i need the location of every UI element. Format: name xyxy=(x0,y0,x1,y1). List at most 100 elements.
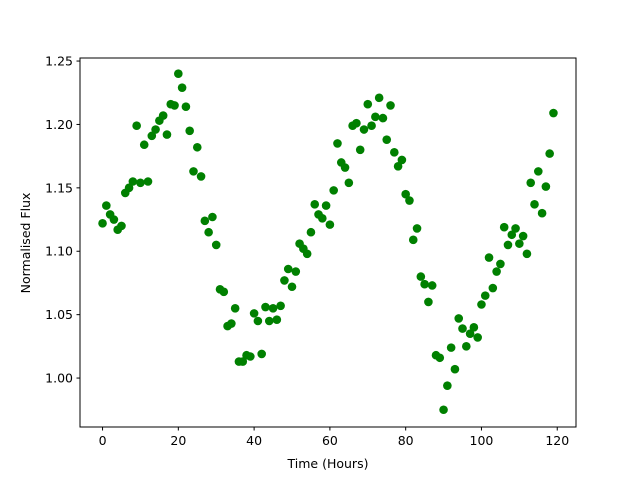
point xyxy=(139,140,149,150)
point xyxy=(420,279,429,289)
y-tick-label: 1.25 xyxy=(45,54,73,69)
point xyxy=(151,125,160,134)
point xyxy=(496,259,505,269)
point xyxy=(253,316,263,326)
x-tick-label: 60 xyxy=(322,433,338,448)
point xyxy=(200,216,210,226)
point xyxy=(526,178,536,188)
point xyxy=(458,324,467,333)
x-tick-label: 100 xyxy=(470,433,494,448)
point xyxy=(98,219,107,228)
point xyxy=(363,99,373,109)
point xyxy=(329,186,338,195)
point xyxy=(424,297,433,307)
point xyxy=(318,213,327,223)
point xyxy=(503,240,513,250)
point xyxy=(488,283,498,293)
point xyxy=(158,111,168,120)
point xyxy=(230,304,240,313)
point xyxy=(162,130,172,139)
point xyxy=(492,267,501,276)
point xyxy=(511,224,520,233)
point xyxy=(136,178,145,188)
point xyxy=(249,309,259,318)
point xyxy=(302,249,312,259)
point xyxy=(272,315,282,325)
point xyxy=(390,148,399,157)
point xyxy=(408,235,418,245)
axes-frame xyxy=(79,57,577,428)
point xyxy=(405,196,414,205)
point xyxy=(192,142,202,152)
point xyxy=(128,177,138,186)
point xyxy=(367,121,376,131)
point xyxy=(147,131,157,141)
point xyxy=(469,323,479,332)
y-axis-label: Normalised Flux xyxy=(18,193,33,294)
point xyxy=(541,182,551,191)
point xyxy=(291,267,301,276)
point xyxy=(227,319,236,328)
point xyxy=(211,240,221,250)
point xyxy=(132,121,141,131)
y-tick-label: 1.00 xyxy=(45,371,73,386)
y-tick-label: 1.20 xyxy=(45,117,73,132)
point xyxy=(530,200,539,209)
point xyxy=(382,135,392,144)
point xyxy=(177,83,187,92)
point xyxy=(450,364,460,374)
point xyxy=(208,212,217,222)
point xyxy=(537,208,547,218)
point xyxy=(246,352,255,361)
point xyxy=(401,189,410,199)
point xyxy=(545,149,554,158)
point xyxy=(170,101,179,110)
point xyxy=(352,118,361,128)
point xyxy=(499,222,509,232)
x-tick-label: 80 xyxy=(398,433,414,448)
y-tick-label: 1.10 xyxy=(45,244,73,259)
point xyxy=(465,329,475,338)
point xyxy=(117,221,126,231)
point xyxy=(143,177,153,186)
point xyxy=(371,112,380,122)
point xyxy=(439,405,448,415)
point xyxy=(549,108,558,118)
point xyxy=(189,167,198,176)
point xyxy=(484,253,494,262)
point xyxy=(522,249,532,259)
point xyxy=(386,101,395,110)
x-tick-label: 40 xyxy=(246,433,262,448)
point xyxy=(443,381,452,390)
point xyxy=(204,227,213,237)
point xyxy=(174,69,183,79)
point xyxy=(473,333,482,342)
point xyxy=(268,304,278,313)
point xyxy=(196,172,206,181)
point xyxy=(283,264,293,274)
y-tick-label: 1.05 xyxy=(45,307,73,322)
x-tick-label: 0 xyxy=(99,433,107,448)
point xyxy=(185,126,194,136)
point xyxy=(412,224,422,233)
point xyxy=(435,353,445,363)
point xyxy=(515,239,524,248)
x-tick-label: 120 xyxy=(545,433,569,448)
point xyxy=(321,201,331,210)
point xyxy=(280,276,289,285)
point xyxy=(507,230,517,240)
point xyxy=(257,349,266,359)
point xyxy=(109,215,119,224)
point xyxy=(416,272,426,281)
point xyxy=(238,357,248,366)
point xyxy=(264,316,274,326)
point xyxy=(325,220,335,229)
point xyxy=(310,200,320,209)
point xyxy=(397,155,407,165)
point xyxy=(533,167,543,176)
point xyxy=(181,102,191,111)
x-axis-label: Time (Hours) xyxy=(287,456,369,471)
